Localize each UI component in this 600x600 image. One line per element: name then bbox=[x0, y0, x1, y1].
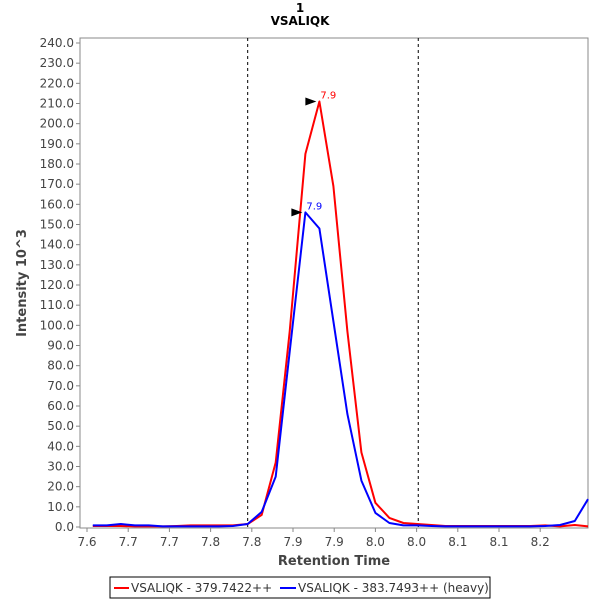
y-tick-label: 240.0 bbox=[40, 36, 74, 50]
x-tick-label: 7.8 bbox=[201, 535, 220, 549]
x-tick-label: 7.8 bbox=[242, 535, 261, 549]
legend-label-heavy: VSALIQK - 383.7493++ (heavy) bbox=[298, 581, 489, 595]
y-tick-label: 140.0 bbox=[40, 238, 74, 252]
peak-marker-icon bbox=[291, 208, 303, 217]
y-tick-label: 0.0 bbox=[55, 520, 74, 534]
y-tick-label: 10.0 bbox=[47, 500, 74, 514]
y-tick-label: 220.0 bbox=[40, 76, 74, 90]
y-tick-label: 230.0 bbox=[40, 56, 74, 70]
x-axis-label: Retention Time bbox=[278, 554, 390, 569]
x-tick-label: 7.9 bbox=[325, 535, 344, 549]
peak-label: 7.9 bbox=[320, 90, 336, 101]
legend-label-light: VSALIQK - 379.7422++ bbox=[131, 581, 272, 595]
y-tick-label: 60.0 bbox=[47, 399, 74, 413]
peak-marker-icon bbox=[305, 97, 317, 106]
x-tick-label: 8.1 bbox=[489, 535, 508, 549]
y-tick-label: 70.0 bbox=[47, 379, 74, 393]
x-tick-label: 8.2 bbox=[531, 535, 550, 549]
y-tick-label: 110.0 bbox=[40, 298, 74, 312]
chart-subtitle: VSALIQK bbox=[271, 14, 331, 28]
y-tick-label: 170.0 bbox=[40, 177, 74, 191]
y-tick-label: 200.0 bbox=[40, 117, 74, 131]
x-tick-label: 7.7 bbox=[119, 535, 138, 549]
y-tick-label: 20.0 bbox=[47, 480, 74, 494]
legend: VSALIQK - 379.7422++ VSALIQK - 383.7493+… bbox=[109, 576, 491, 599]
y-tick-label: 190.0 bbox=[40, 137, 74, 151]
x-tick-label: 7.7 bbox=[160, 535, 179, 549]
series-line-1 bbox=[92, 211, 589, 528]
x-tick-label: 8.0 bbox=[366, 535, 385, 549]
y-tick-label: 40.0 bbox=[47, 439, 74, 453]
y-tick-label: 90.0 bbox=[47, 339, 74, 353]
y-tick-label: 80.0 bbox=[47, 359, 74, 373]
peak-label: 7.9 bbox=[306, 201, 322, 212]
y-tick-label: 160.0 bbox=[40, 197, 74, 211]
plot-area bbox=[79, 37, 589, 529]
y-tick-label: 50.0 bbox=[47, 419, 74, 433]
x-tick-label: 7.9 bbox=[283, 535, 302, 549]
y-tick-label: 210.0 bbox=[40, 97, 74, 111]
x-tick-label: 8.1 bbox=[448, 535, 467, 549]
x-tick-label: 7.6 bbox=[77, 535, 96, 549]
y-tick-label: 30.0 bbox=[47, 460, 74, 474]
chart-title: 1 bbox=[296, 1, 304, 15]
y-tick-label: 120.0 bbox=[40, 278, 74, 292]
y-tick-label: 150.0 bbox=[40, 218, 74, 232]
y-tick-label: 180.0 bbox=[40, 157, 74, 171]
x-tick-label: 8.0 bbox=[407, 535, 426, 549]
y-tick-label: 100.0 bbox=[40, 318, 74, 332]
y-tick-label: 130.0 bbox=[40, 258, 74, 272]
y-axis-label: Intensity 10^3 bbox=[15, 229, 30, 337]
